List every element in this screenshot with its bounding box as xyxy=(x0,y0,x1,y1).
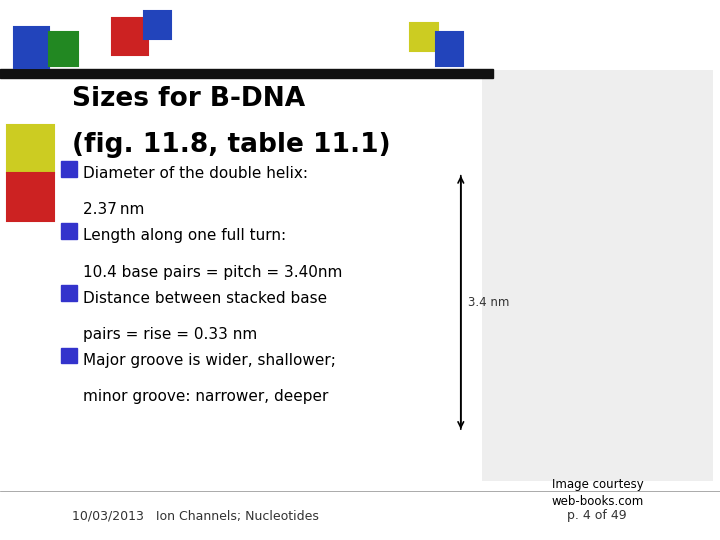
Bar xyxy=(61,161,77,177)
Text: 10.4 base pairs = pitch = 3.40nm: 10.4 base pairs = pitch = 3.40nm xyxy=(83,265,342,280)
Text: Sizes for B-DNA: Sizes for B-DNA xyxy=(72,86,305,112)
Text: p. 4 of 49: p. 4 of 49 xyxy=(567,509,626,522)
Text: pairs = rise = 0.33 nm: pairs = rise = 0.33 nm xyxy=(83,327,257,342)
Text: (fig. 11.8, table 11.1): (fig. 11.8, table 11.1) xyxy=(72,132,391,158)
Bar xyxy=(7,173,54,221)
Bar xyxy=(112,18,148,55)
Text: Image courtesy
web-books.com: Image courtesy web-books.com xyxy=(552,478,644,508)
Bar xyxy=(61,348,77,363)
Text: Diameter of the double helix:: Diameter of the double helix: xyxy=(83,166,308,181)
Bar xyxy=(144,11,171,39)
Bar xyxy=(436,32,463,66)
Text: 10/03/2013   Ion Channels; Nucleotides: 10/03/2013 Ion Channels; Nucleotides xyxy=(72,509,319,522)
Bar xyxy=(14,27,49,68)
Bar xyxy=(61,286,77,301)
Bar xyxy=(61,224,77,239)
Bar xyxy=(410,23,438,51)
Bar xyxy=(49,32,78,66)
Text: minor groove: narrower, deeper: minor groove: narrower, deeper xyxy=(83,389,328,404)
Text: 3.4 nm: 3.4 nm xyxy=(468,296,509,309)
Bar xyxy=(482,70,713,481)
Text: 2.37 nm: 2.37 nm xyxy=(83,202,144,218)
Bar xyxy=(0,69,493,78)
Text: Length along one full turn:: Length along one full turn: xyxy=(83,228,286,244)
Bar xyxy=(7,125,54,173)
Text: Major groove is wider, shallower;: Major groove is wider, shallower; xyxy=(83,353,336,368)
Text: Distance between stacked base: Distance between stacked base xyxy=(83,291,327,306)
